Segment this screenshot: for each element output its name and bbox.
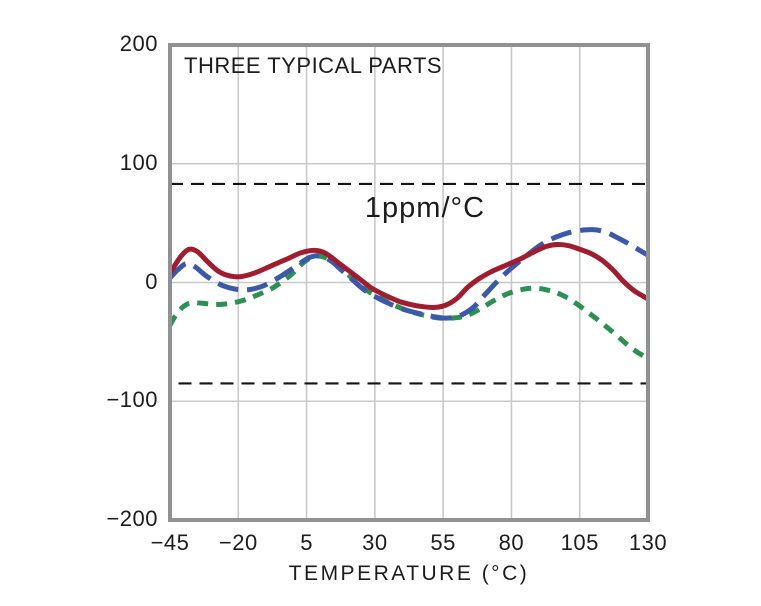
x-tick-label: −20 [218, 530, 258, 555]
x-tick-label: 130 [628, 530, 668, 555]
x-tick-label: 5 [300, 530, 313, 555]
y-tick-label: −200 [106, 506, 158, 531]
x-tick-label: −45 [150, 530, 190, 555]
x-tick-label: 105 [560, 530, 599, 555]
x-tick-label: 80 [498, 530, 525, 555]
limit-box-annotation: 1ppm/°C [364, 192, 486, 224]
plot-area [168, 43, 650, 522]
y-tick-label: −100 [106, 387, 158, 413]
plot-frame [168, 43, 650, 522]
x-axis-label: TEMPERATURE (°C) [288, 562, 530, 585]
series-curve-part-3 [168, 253, 650, 361]
series-curve-part-1 [168, 241, 650, 310]
x-tick-label: 55 [430, 530, 456, 555]
y-tick-label: 100 [119, 149, 158, 175]
x-tick-label: 30 [362, 530, 388, 555]
y-tick-label: 0 [145, 268, 158, 294]
y-tick-label: 200 [119, 31, 158, 56]
chart-title: THREE TYPICAL PARTS [184, 53, 443, 78]
series-curve-part-2 [168, 227, 650, 321]
